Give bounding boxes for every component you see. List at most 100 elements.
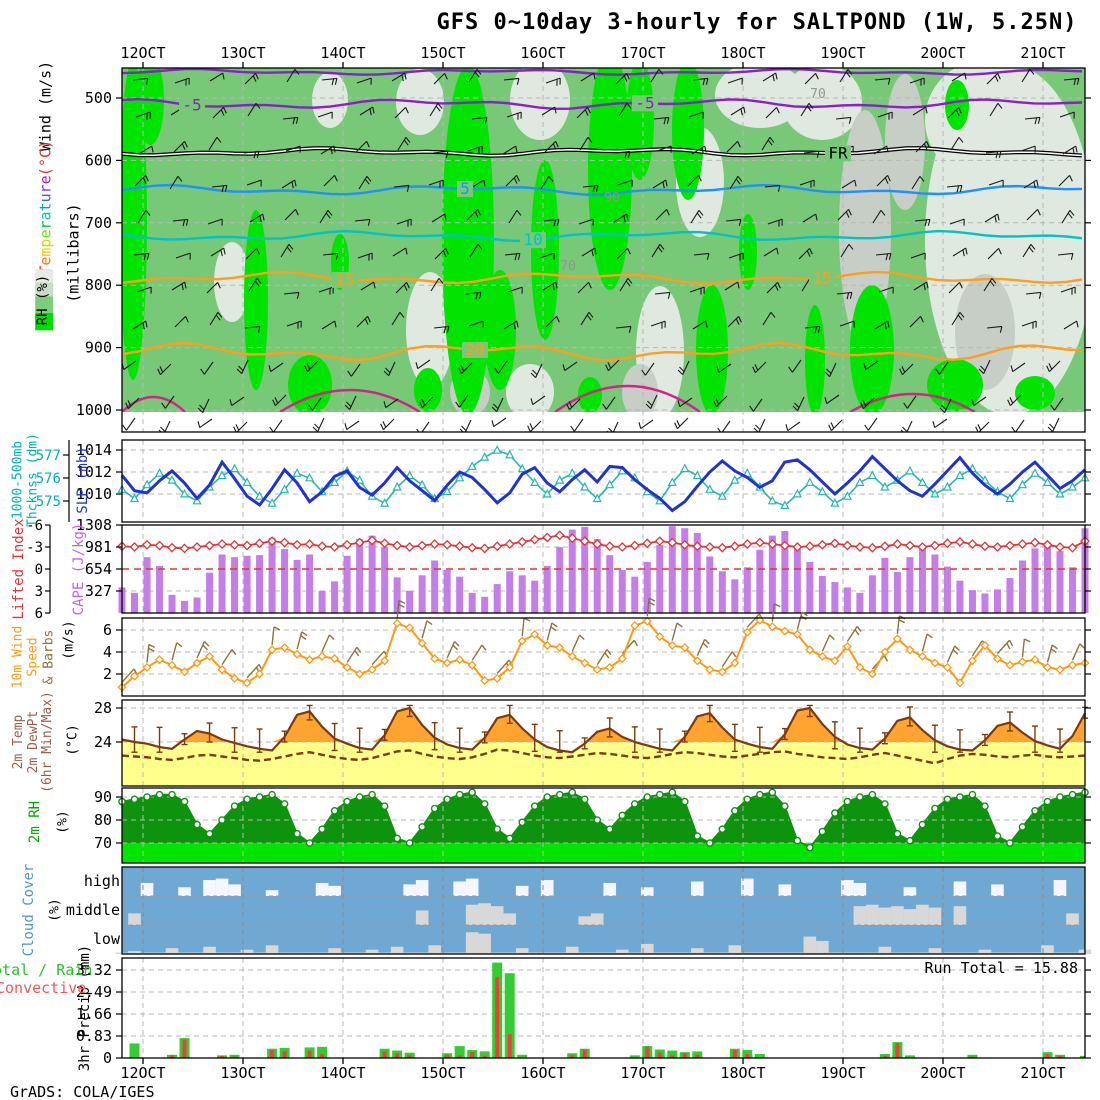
- wind-barb-tick: [185, 219, 189, 226]
- wind-barb-tick: [794, 402, 800, 408]
- wind-barb: [986, 325, 1002, 329]
- wind-barb-tick: [1069, 209, 1075, 216]
- day-label-top: 12OCT: [120, 44, 165, 62]
- marker-diamond: [592, 539, 603, 549]
- marker-circle: [931, 804, 939, 813]
- cape-bar: [918, 546, 926, 613]
- wind-barb: [244, 73, 256, 85]
- wind-barb-tick: [1076, 78, 1080, 85]
- wind-barb-tick: [713, 400, 717, 407]
- cape-bar: [768, 535, 776, 613]
- marker-diamond: [605, 662, 615, 672]
- wind-barb-tick: [997, 102, 1003, 109]
- wind-barb-tick: [706, 253, 710, 260]
- wind-barb-tick: [122, 424, 127, 431]
- clear-sky-notch: [953, 881, 967, 896]
- clear-sky-notch: [540, 880, 554, 896]
- wind-barb: [766, 282, 778, 294]
- marker-triangle: [142, 479, 152, 489]
- clear-sky-notch: [140, 952, 154, 954]
- marker-diamond: [867, 542, 878, 553]
- convective-precip-bar: [495, 977, 500, 1058]
- marker-triangle: [980, 475, 990, 484]
- wind-barb-tick: [663, 117, 667, 125]
- wind-barb: [803, 150, 819, 154]
- wind-barb-tick: [551, 622, 558, 628]
- wind-barb: [356, 316, 368, 328]
- wind-barb: [311, 397, 322, 411]
- convective-precip-bar: [895, 1043, 900, 1058]
- marker-diamond: [817, 539, 828, 550]
- wind-barb: [984, 213, 999, 223]
- wind-barb-tick: [1070, 253, 1074, 260]
- cape-bar: [256, 555, 264, 613]
- cape-bar: [743, 567, 751, 613]
- wind-barb: [465, 291, 481, 295]
- marker-circle: [593, 816, 602, 824]
- marker-triangle: [930, 488, 940, 498]
- clear-sky-notch: [1066, 913, 1079, 925]
- wind-barb-tick: [957, 314, 963, 321]
- wind-barb-tick: [964, 72, 967, 80]
- wind-barb-tick: [273, 626, 281, 631]
- convective-precip-bar: [670, 1055, 675, 1058]
- marker-diamond: [767, 539, 778, 549]
- wind-barb: [913, 281, 928, 291]
- temperature-axis-label: Temperature: [36, 175, 55, 274]
- marker-diamond: [754, 537, 765, 548]
- wind-barb-tick: [217, 311, 223, 318]
- wind-barb: [307, 360, 319, 372]
- temperature-letter: r: [36, 220, 55, 230]
- wind-barb-tick: [294, 68, 300, 75]
- wind-barb: [579, 136, 589, 151]
- wind-barb-tick: [437, 102, 443, 109]
- wind-barb: [1059, 111, 1075, 118]
- wind-barb-tick: [160, 426, 166, 432]
- wind-barb: [208, 136, 218, 151]
- marker-diamond: [330, 654, 340, 664]
- marker-diamond: [742, 627, 752, 637]
- cape-bar: [443, 569, 451, 613]
- wind-barb: [614, 150, 630, 154]
- wind-barb-tick: [769, 136, 775, 143]
- convective-label: Convective: [0, 979, 87, 997]
- clear-sky-notch: [453, 952, 466, 954]
- wind-barb-tick: [848, 209, 852, 216]
- day-label-bottom: 21OCT: [1020, 1064, 1065, 1082]
- wind-barb: [985, 150, 1001, 154]
- clear-sky-notch: [991, 952, 1004, 954]
- cape-bar: [368, 535, 376, 613]
- wind-barb: [349, 395, 357, 410]
- wind-barb-tick: [550, 626, 557, 632]
- marker-diamond: [717, 667, 727, 677]
- wind-barb: [434, 248, 446, 260]
- wind-barb-tick: [295, 117, 299, 124]
- marker-circle: [1043, 797, 1052, 806]
- marker-diamond: [655, 632, 665, 642]
- freezing-level-core: [122, 147, 1083, 157]
- wind-barb-tick: [236, 368, 243, 374]
- wind-barb-tick: [899, 368, 903, 375]
- wind-barb: [317, 417, 325, 432]
- wind-barb: [128, 397, 140, 409]
- wind-barb-tick: [701, 147, 704, 155]
- thickness-tick-label: 576: [36, 471, 61, 487]
- wind-barb-tick: [770, 311, 776, 318]
- marker-triangle: [330, 477, 340, 486]
- wind-barb: [839, 68, 849, 83]
- wind-barb: [356, 77, 372, 84]
- clear-sky-notch: [290, 952, 304, 954]
- wind-barb-tick: [443, 326, 447, 334]
- temperature-letter: e: [36, 256, 55, 266]
- cape-bar: [156, 565, 164, 613]
- marker-circle: [968, 790, 977, 799]
- marker-circle: [193, 820, 201, 829]
- wind-barb: [359, 106, 374, 116]
- wind-barb-tick: [127, 400, 132, 407]
- wind-barb: [395, 282, 407, 294]
- wind-barb-tick: [216, 136, 222, 143]
- wind-barb: [433, 325, 449, 329]
- cape-bar: [643, 561, 651, 613]
- wind-barb-tick: [926, 633, 933, 639]
